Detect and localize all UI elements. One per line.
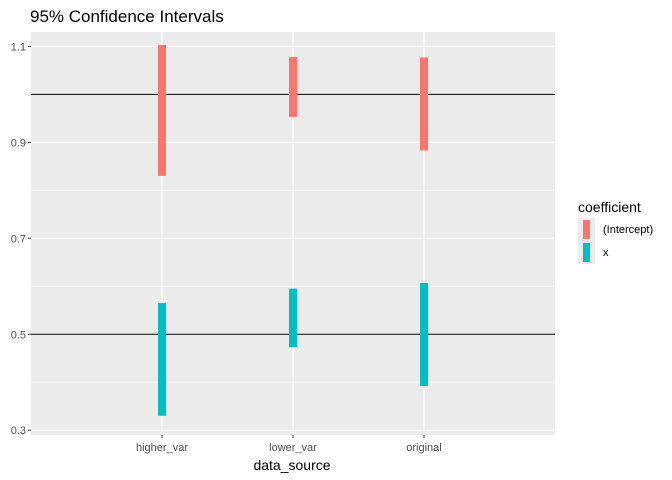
legend: coefficient (Intercept) x: [578, 199, 653, 264]
y-tick-label: 0.5: [11, 329, 26, 341]
interval-bar: [158, 44, 166, 176]
interval-bar: [420, 282, 428, 387]
y-tick-label: 0.7: [11, 233, 26, 245]
y-tick-label: 0.9: [11, 137, 26, 149]
legend-label: (Intercept): [603, 224, 653, 236]
interval-bar: [289, 288, 297, 348]
legend-key: [583, 243, 590, 262]
legend-key: [583, 220, 590, 239]
x-tick-label: original: [406, 442, 441, 454]
legend-title: coefficient: [578, 199, 641, 215]
x-tick-label: higher_var: [136, 442, 188, 454]
y-tick-label: 1.1: [11, 41, 26, 53]
chart-title: 95% Confidence Intervals: [30, 7, 224, 26]
interval-bar: [289, 56, 297, 117]
interval-bars: [158, 44, 428, 416]
x-axis-title: data_source: [253, 457, 330, 473]
y-tick-label: 0.3: [11, 425, 26, 437]
legend-label: x: [603, 247, 609, 259]
y-axis: 0.3 0.5 0.7 0.9 1.1: [11, 41, 31, 437]
interval-bar: [420, 57, 428, 151]
interval-bar: [158, 303, 166, 416]
x-tick-label: lower_var: [269, 442, 317, 454]
x-axis: higher_var lower_var original: [136, 435, 442, 454]
